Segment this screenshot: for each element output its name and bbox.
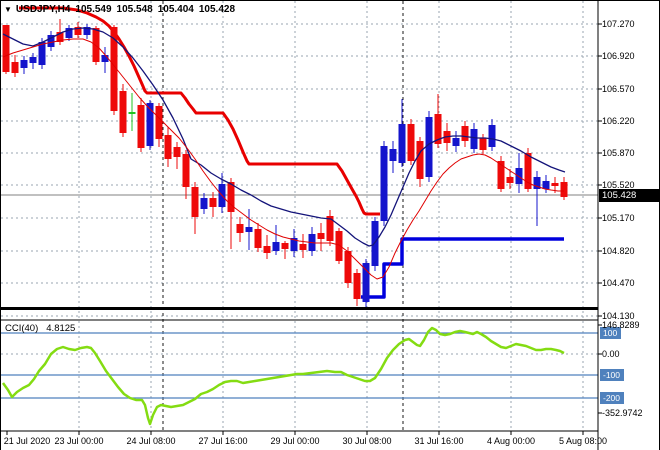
chart-dropdown-icon[interactable]: ▼ <box>4 4 12 14</box>
step-up-indicator-line <box>361 237 564 299</box>
axis-time-label: 21 Jul 2020 <box>3 436 51 446</box>
axis-time-label: 4 Aug 00:00 <box>486 436 536 446</box>
cci-level-badge: -200 <box>600 392 625 404</box>
axis-time-label: 23 Jul 00:00 <box>54 436 104 446</box>
cci-indicator-label: CCI(40) 4.8125 <box>5 323 79 334</box>
cci-level-lines <box>1 332 598 399</box>
cci-level-badge: 100 <box>600 327 622 339</box>
pane-splitter[interactable] <box>1 307 598 310</box>
axis-price-label: 105.870 <box>602 148 635 158</box>
cci-line <box>1 326 565 426</box>
axis-time-label: 29 Jul 00:00 <box>270 436 320 446</box>
gridlines <box>1 1 598 431</box>
cci-value: 4.8125 <box>46 323 76 334</box>
axis-time-label: 30 Jul 08:00 <box>342 436 392 446</box>
axis-time-label: 31 Jul 16:00 <box>414 436 464 446</box>
axis-price-label: 106.920 <box>602 51 635 61</box>
cci-name: CCI(40) <box>5 323 39 334</box>
axis-price-label: 107.270 <box>602 19 635 29</box>
chart-title: ▼ USDJPY,H4 105.549 105.548 105.404 105.… <box>4 3 240 15</box>
axis-price-label: 106.220 <box>602 116 635 126</box>
axis-price-label: 106.570 <box>602 84 635 94</box>
ohlc-high: 105.548 <box>116 3 153 15</box>
axis-price-label: 104.820 <box>602 246 635 256</box>
ma-fast-line <box>2 38 564 280</box>
ohlc-low: 105.404 <box>157 3 194 15</box>
axis-ticks <box>6 23 602 435</box>
axis-time-label: 24 Jul 08:00 <box>126 436 176 446</box>
ohlc-open: 105.549 <box>75 3 112 15</box>
symbol-period-label: USDJPY,H4 <box>15 3 71 15</box>
cci-level-badge: -100 <box>600 369 625 381</box>
axis-time-label: 5 Aug 08:00 <box>558 436 608 446</box>
pane-frames <box>1 1 599 450</box>
axis-price-label: 105.520 <box>602 180 635 190</box>
ma-slow-line <box>2 27 566 247</box>
axis-time-label: 27 Jul 16:00 <box>198 436 248 446</box>
step-down-indicator-line <box>19 6 380 216</box>
axis-price-label: -352.9742 <box>602 408 643 418</box>
axis-price-label: 105.170 <box>602 213 635 223</box>
axis-price-label: 146.8289 <box>602 320 640 330</box>
axis-price-label: 104.130 <box>602 311 635 321</box>
axis-price-label: 104.470 <box>602 278 635 288</box>
axis-price-label: 0.00 <box>602 349 620 359</box>
current-price-badge: 105.428 <box>599 189 659 202</box>
ohlc-close: 105.428 <box>198 3 236 15</box>
candles-layer <box>2 19 568 308</box>
